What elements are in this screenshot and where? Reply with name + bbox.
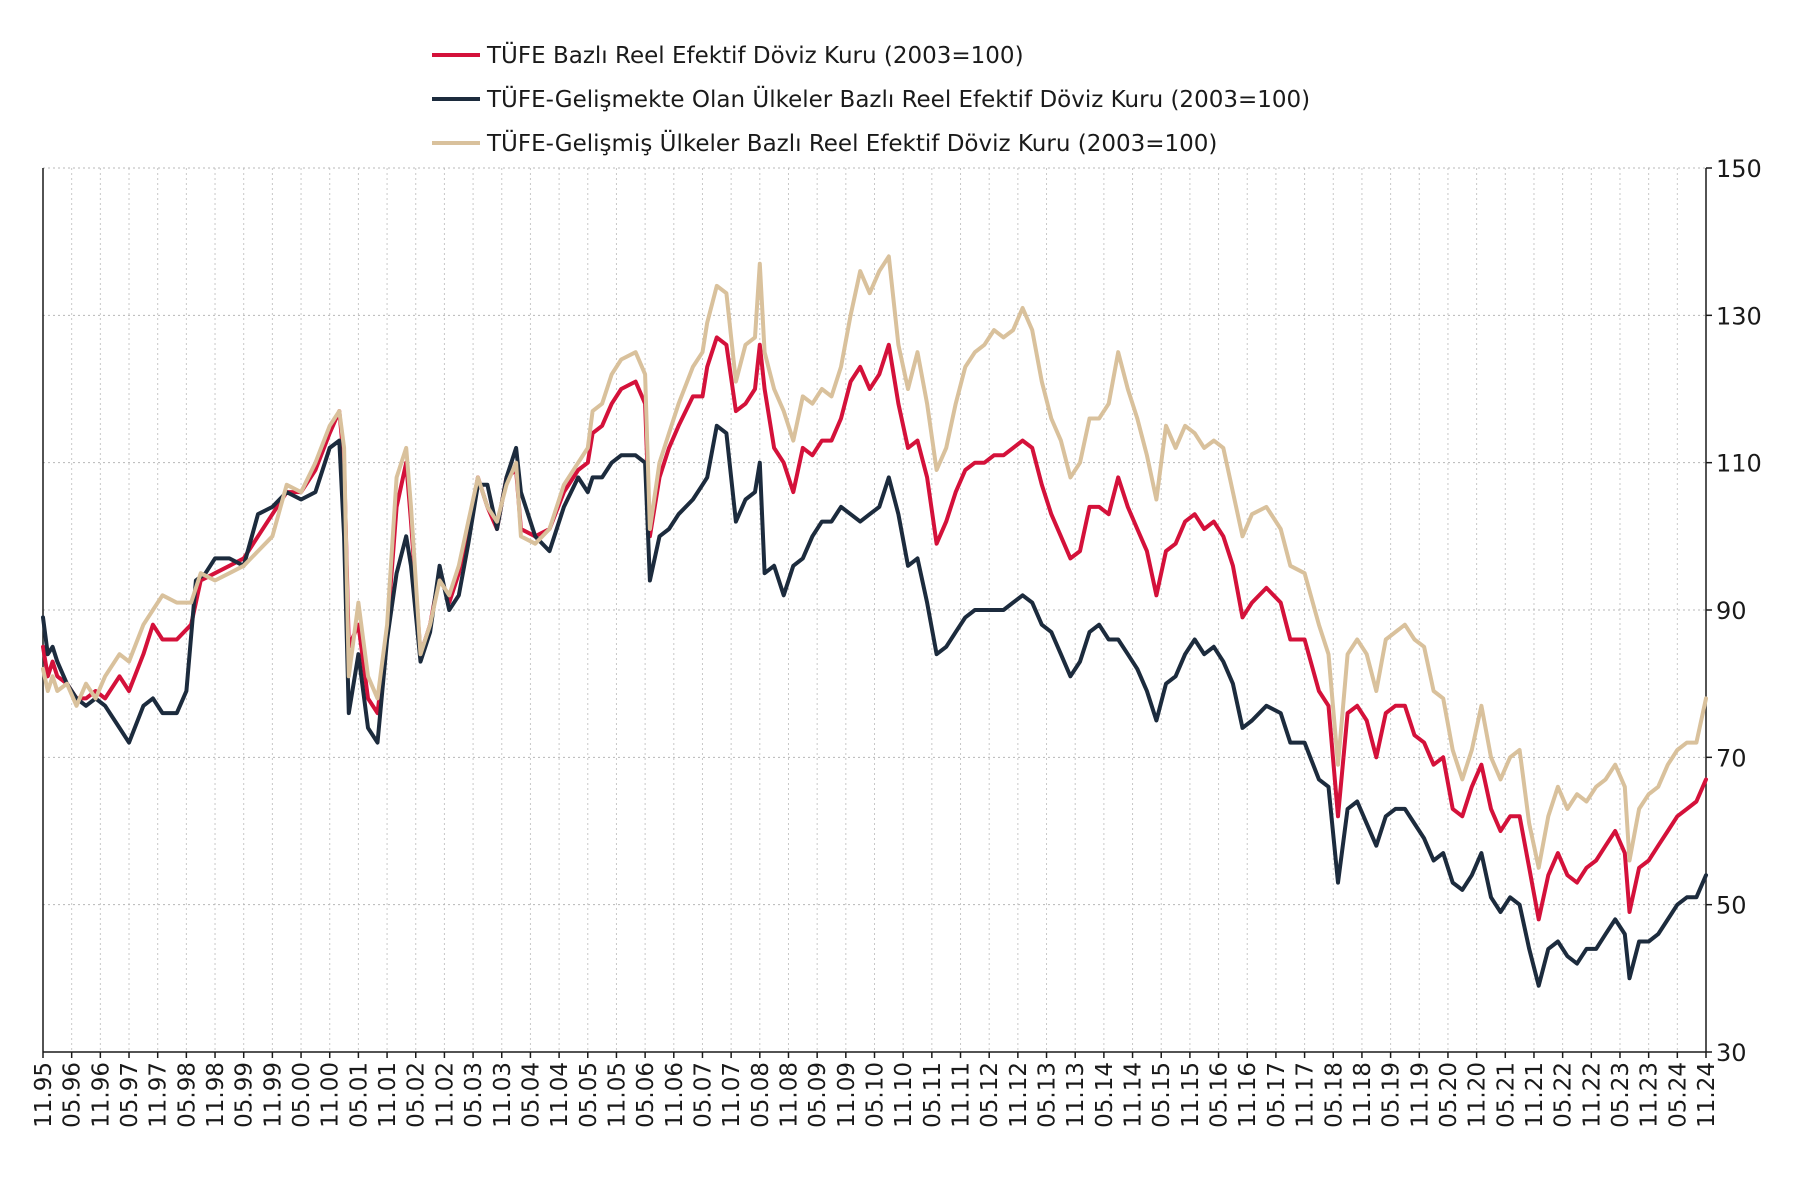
series-line-2 [41,423,1708,988]
x-tick-label: 11.09 [834,1062,860,1128]
legend-label: TÜFE-Gelişmiş Ülkeler Bazlı Reel Efektif… [486,129,1217,157]
x-tick-label: 11.05 [604,1062,630,1128]
x-tick-label: 05.21 [1493,1062,1519,1128]
x-tick-label: 11.03 [490,1062,516,1128]
x-tick-label: 05.07 [690,1062,716,1128]
x-tick-label: 11.98 [203,1062,229,1128]
x-tick-label: 05.99 [232,1062,258,1128]
x-tick-label: 11.16 [1235,1062,1261,1128]
x-tick-label: 05.24 [1665,1062,1691,1128]
x-tick-label: 11.15 [1178,1062,1204,1128]
x-tick-label: 11.95 [31,1062,57,1128]
x-tick-label: 11.01 [375,1062,401,1128]
x-tick-label: 11.08 [776,1062,802,1128]
y-tick-label: 150 [1716,155,1762,183]
x-tick-label: 05.01 [346,1062,372,1128]
x-tick-label: 11.17 [1293,1062,1319,1128]
x-tick-label: 11.10 [891,1062,917,1128]
legend: TÜFE Bazlı Reel Efektif Döviz Kuru (2003… [432,41,1310,157]
x-tick-label: 11.96 [88,1062,114,1128]
x-tick-label: 05.13 [1035,1062,1061,1128]
legend-label: TÜFE-Gelişmekte Olan Ülkeler Bazlı Reel … [486,85,1310,113]
x-tick-label: 11.97 [146,1062,172,1128]
x-tick-label: 05.18 [1321,1062,1347,1128]
x-tick-label: 05.12 [977,1062,1003,1128]
x-tick-label: 05.10 [863,1062,889,1128]
x-tick-label: 05.14 [1092,1062,1118,1128]
x-tick-label: 05.00 [289,1062,315,1128]
x-tick-label: 05.19 [1379,1062,1405,1128]
x-tick-label: 11.12 [1006,1062,1032,1128]
x-tick-label: 11.19 [1407,1062,1433,1128]
y-tick-label: 30 [1716,1039,1747,1067]
x-tick-label: 11.99 [260,1062,286,1128]
x-tick-label: 05.16 [1207,1062,1233,1128]
x-tick-label: 05.06 [633,1062,659,1128]
series-line-1 [41,335,1708,922]
x-tick-label: 11.02 [432,1062,458,1128]
x-tick-label: 05.20 [1436,1062,1462,1128]
x-tick-label: 11.14 [1121,1062,1147,1128]
x-tick-label: 11.00 [318,1062,344,1128]
x-tick-label: 05.22 [1551,1062,1577,1128]
y-tick-label: 110 [1716,450,1762,478]
x-tick-label: 05.05 [576,1062,602,1128]
series-line-3 [41,254,1708,870]
x-tick-label: 05.97 [117,1062,143,1128]
x-tick-label: 11.04 [547,1062,573,1128]
x-tick-label: 05.04 [518,1062,544,1128]
x-tick-label: 11.07 [719,1062,745,1128]
x-tick-label: 11.20 [1465,1062,1491,1128]
x-tick-label: 05.03 [461,1062,487,1128]
x-tick-label: 11.11 [949,1062,975,1128]
series-lines [41,254,1708,988]
x-tick-label: 05.11 [920,1062,946,1128]
y-tick-label: 130 [1716,302,1762,330]
x-tick-label: 05.09 [805,1062,831,1128]
x-tick-label: 11.21 [1522,1062,1548,1128]
x-tick-label: 11.23 [1637,1062,1663,1128]
x-tick-label: 05.96 [60,1062,86,1128]
y-tick-label: 50 [1716,892,1747,920]
y-tick-label: 70 [1716,744,1747,772]
x-tick-label: 11.13 [1063,1062,1089,1128]
legend-label: TÜFE Bazlı Reel Efektif Döviz Kuru (2003… [486,41,1024,69]
x-tick-label: 11.18 [1350,1062,1376,1128]
grid-lines [42,167,1707,1053]
x-tick-label: 05.02 [404,1062,430,1128]
x-tick-label: 11.24 [1694,1062,1720,1128]
y-tick-label: 90 [1716,597,1747,625]
x-tick-label: 05.98 [174,1062,200,1128]
x-tick-label: 05.15 [1149,1062,1175,1128]
x-tick-label: 11.22 [1579,1062,1605,1128]
x-tick-label: 05.23 [1608,1062,1634,1128]
x-tick-label: 05.17 [1264,1062,1290,1128]
x-tick-label: 05.08 [748,1062,774,1128]
x-tick-label: 11.06 [662,1062,688,1128]
